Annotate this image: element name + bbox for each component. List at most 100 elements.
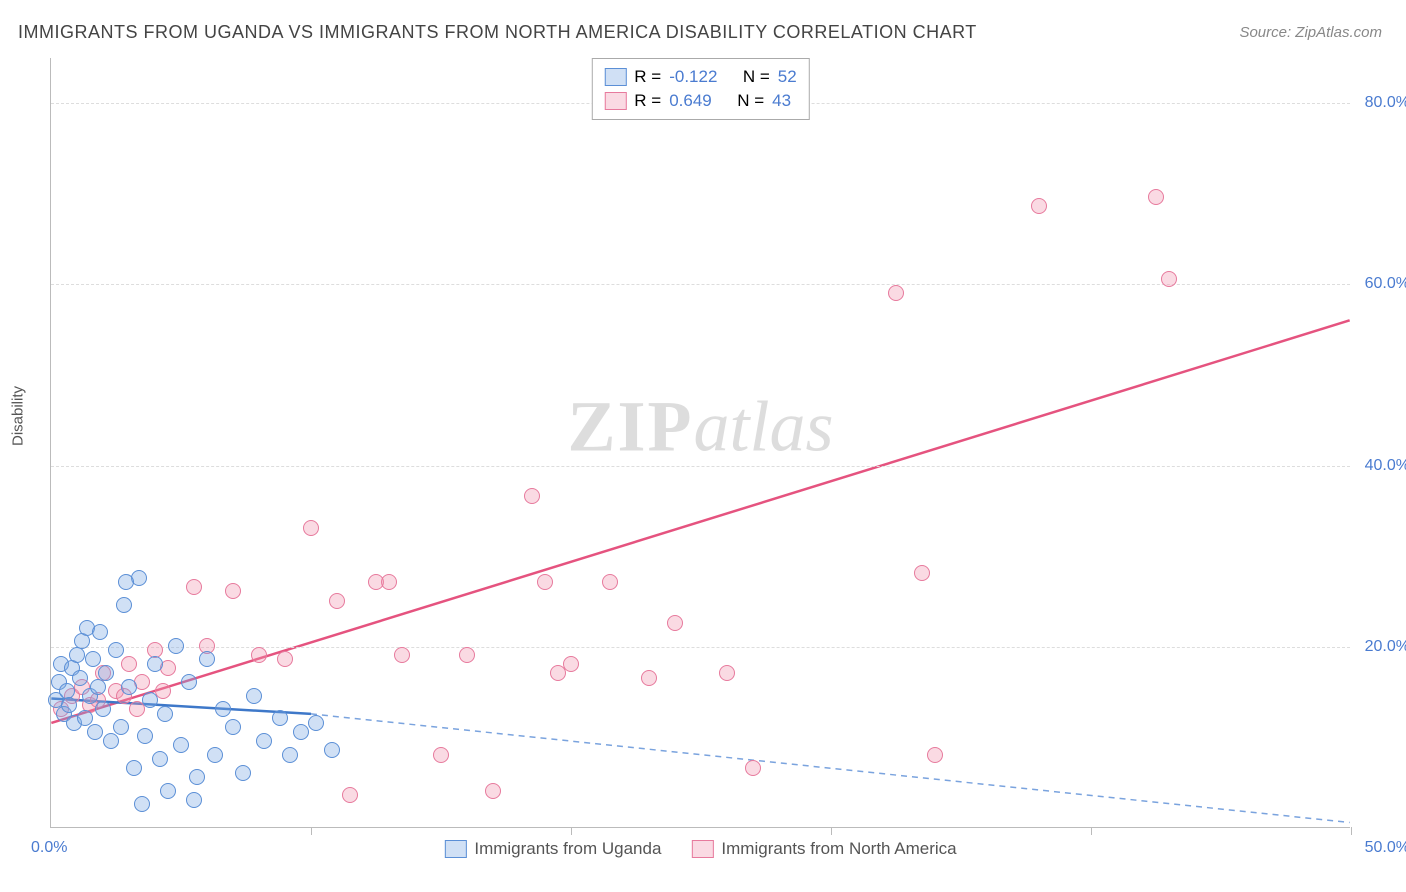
series-label-na: Immigrants from North America [721,839,956,859]
data-point-uganda [225,719,241,735]
x-tick [311,827,312,835]
data-point-north-america [745,760,761,776]
data-point-uganda [282,747,298,763]
data-point-uganda [160,783,176,799]
data-point-north-america [641,670,657,686]
data-point-uganda [256,733,272,749]
data-point-north-america [524,488,540,504]
data-point-uganda [95,701,111,717]
data-point-north-america [667,615,683,631]
data-point-north-america [927,747,943,763]
n-label: N = [737,91,764,111]
x-tick [571,827,572,835]
data-point-uganda [98,665,114,681]
source-label: Source: ZipAtlas.com [1239,24,1382,41]
data-point-uganda [168,638,184,654]
data-point-north-america [433,747,449,763]
data-point-uganda [308,715,324,731]
x-tick [831,827,832,835]
gridline [51,466,1350,467]
data-point-north-america [459,647,475,663]
data-point-uganda [235,765,251,781]
legend-item-uganda: Immigrants from Uganda [444,839,661,859]
data-point-uganda [189,769,205,785]
correlation-legend: R = -0.122 N = 52 R = 0.649 N = 43 [591,58,809,120]
data-point-uganda [121,679,137,695]
data-point-north-america [485,783,501,799]
swatch-north-america [691,840,713,858]
data-point-uganda [92,624,108,640]
data-point-uganda [157,706,173,722]
legend-row-na: R = 0.649 N = 43 [604,89,796,113]
data-point-north-america [1161,271,1177,287]
r-label: R = [634,67,661,87]
data-point-north-america [563,656,579,672]
legend-row-uganda: R = -0.122 N = 52 [604,65,796,89]
data-point-north-america [1031,198,1047,214]
data-point-uganda [181,674,197,690]
data-point-uganda [134,796,150,812]
data-point-uganda [126,760,142,776]
data-point-north-america [342,787,358,803]
r-value-na: 0.649 [669,91,712,111]
r-label: R = [634,91,661,111]
swatch-uganda [604,68,626,86]
data-point-north-america [251,647,267,663]
y-tick-label: 80.0% [1365,94,1406,112]
data-point-north-america [602,574,618,590]
data-point-north-america [1148,189,1164,205]
data-point-uganda [215,701,231,717]
data-point-uganda [90,679,106,695]
x-axis-max-label: 50.0% [1365,839,1406,857]
data-point-uganda [108,642,124,658]
n-value-na: 43 [772,91,791,111]
data-point-uganda [152,751,168,767]
data-point-uganda [87,724,103,740]
y-tick-label: 20.0% [1365,638,1406,656]
data-point-uganda [61,697,77,713]
data-point-north-america [277,651,293,667]
watermark-zip: ZIP [567,387,693,467]
data-point-uganda [118,574,134,590]
data-point-uganda [246,688,262,704]
swatch-north-america [604,92,626,110]
data-point-north-america [121,656,137,672]
data-point-north-america [537,574,553,590]
data-point-uganda [199,651,215,667]
series-label-uganda: Immigrants from Uganda [474,839,661,859]
data-point-uganda [207,747,223,763]
gridline [51,284,1350,285]
trend-line [311,714,1350,823]
y-axis-title: Disability [10,386,27,446]
data-point-north-america [186,579,202,595]
y-tick-label: 60.0% [1365,275,1406,293]
data-point-uganda [113,719,129,735]
data-point-uganda [137,728,153,744]
y-tick-label: 40.0% [1365,457,1406,475]
data-point-uganda [85,651,101,667]
data-point-uganda [272,710,288,726]
data-point-north-america [303,520,319,536]
data-point-uganda [103,733,119,749]
chart-title: IMMIGRANTS FROM UGANDA VS IMMIGRANTS FRO… [18,22,977,43]
x-tick [1091,827,1092,835]
data-point-uganda [324,742,340,758]
watermark: ZIPatlas [567,386,833,469]
series-legend: Immigrants from Uganda Immigrants from N… [444,839,956,859]
data-point-north-america [381,574,397,590]
data-point-north-america [914,565,930,581]
r-value-uganda: -0.122 [669,67,717,87]
n-label: N = [743,67,770,87]
trend-lines [51,58,1350,827]
data-point-north-america [225,583,241,599]
data-point-uganda [72,670,88,686]
trend-line [51,320,1349,723]
data-point-north-america [329,593,345,609]
data-point-uganda [147,656,163,672]
watermark-atlas: atlas [694,387,834,467]
plot-area: ZIPatlas R = -0.122 N = 52 R = 0.649 N =… [50,58,1350,828]
data-point-uganda [173,737,189,753]
data-point-uganda [142,692,158,708]
gridline [51,647,1350,648]
data-point-uganda [186,792,202,808]
